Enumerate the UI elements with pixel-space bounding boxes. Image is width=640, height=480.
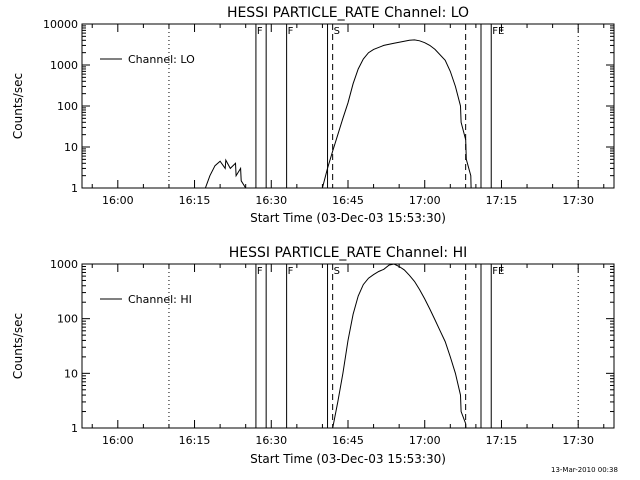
marker-label: F [288,266,294,277]
plot-frame [81,263,615,429]
y-tick-label: 10 [64,141,78,154]
y-axis-label: Counts/sec [11,73,25,139]
x-tick-label: 16:15 [179,194,211,207]
chart-panel: HESSI PARTICLE_RATE Channel: HI 1 10 100 100… [11,245,615,466]
x-tick-label: 16:00 [102,434,134,447]
x-tick-label: 16:15 [179,434,211,447]
x-tick-label: 17:15 [486,434,518,447]
event-markers: F F S FE [168,264,579,428]
x-axis-label: Start Time (03-Dec-03 15:53:30) [250,452,446,466]
series-group [204,39,472,188]
x-tick-label: 16:45 [332,434,364,447]
series-line [332,264,467,428]
x-tick-label: 17:15 [486,194,518,207]
y-axis-label: Counts/sec [11,313,25,379]
marker-label: S [334,266,340,277]
y-tick-label: 1000 [50,258,78,271]
chart-title: HESSI PARTICLE_RATE Channel: LO [227,5,469,21]
legend-label: Channel: LO [128,53,195,66]
legend-label: Channel: HI [128,293,192,306]
y-tick-label: 10000 [43,18,78,31]
y-tick-label: 1 [71,182,78,195]
x-tick-label: 17:30 [562,434,594,447]
x-axis-label: Start Time (03-Dec-03 15:53:30) [250,211,446,225]
footer-date: 13-Mar-2010 00:38 [551,466,618,474]
marker-label: F [257,266,263,277]
x-tick-label: 16:30 [255,434,287,447]
y-tick-label: 1000 [50,59,78,72]
y-tick-label: 1 [71,422,78,435]
x-axis: 16:00 16:15 16:30 16:45 17:00 17:15 17:30 [91,264,605,447]
plot-frame [81,23,615,189]
x-tick-label: 17:00 [409,194,441,207]
y-tick-label: 10 [64,367,78,380]
marker-label: FE [492,266,504,277]
x-axis: 16:00 16:15 16:30 16:45 17:00 17:15 17:30 [91,24,605,207]
marker-label: FE [492,26,504,37]
event-markers: F F S FE [168,24,579,188]
series-line [321,39,472,188]
x-tick-label: 16:45 [332,194,364,207]
marker-label: F [288,26,294,37]
x-tick-label: 17:00 [409,434,441,447]
y-axis: 1 10 100 1000 10000 [43,18,614,195]
y-axis: 1 10 100 1000 [50,258,614,435]
legend: Channel: HI [100,293,192,306]
series-line [204,158,247,188]
x-tick-label: 17:30 [562,194,594,207]
series-group [332,264,467,428]
x-tick-label: 16:00 [102,194,134,207]
y-tick-label: 100 [57,100,78,113]
marker-label: F [257,26,263,37]
marker-label: S [334,26,340,37]
x-tick-label: 16:30 [255,194,287,207]
y-tick-label: 100 [57,313,78,326]
legend: Channel: LO [100,53,195,66]
chart-panel: HESSI PARTICLE_RATE Channel: LO 1 10 100 100… [11,5,615,225]
chart-title: HESSI PARTICLE_RATE Channel: HI [229,245,467,261]
